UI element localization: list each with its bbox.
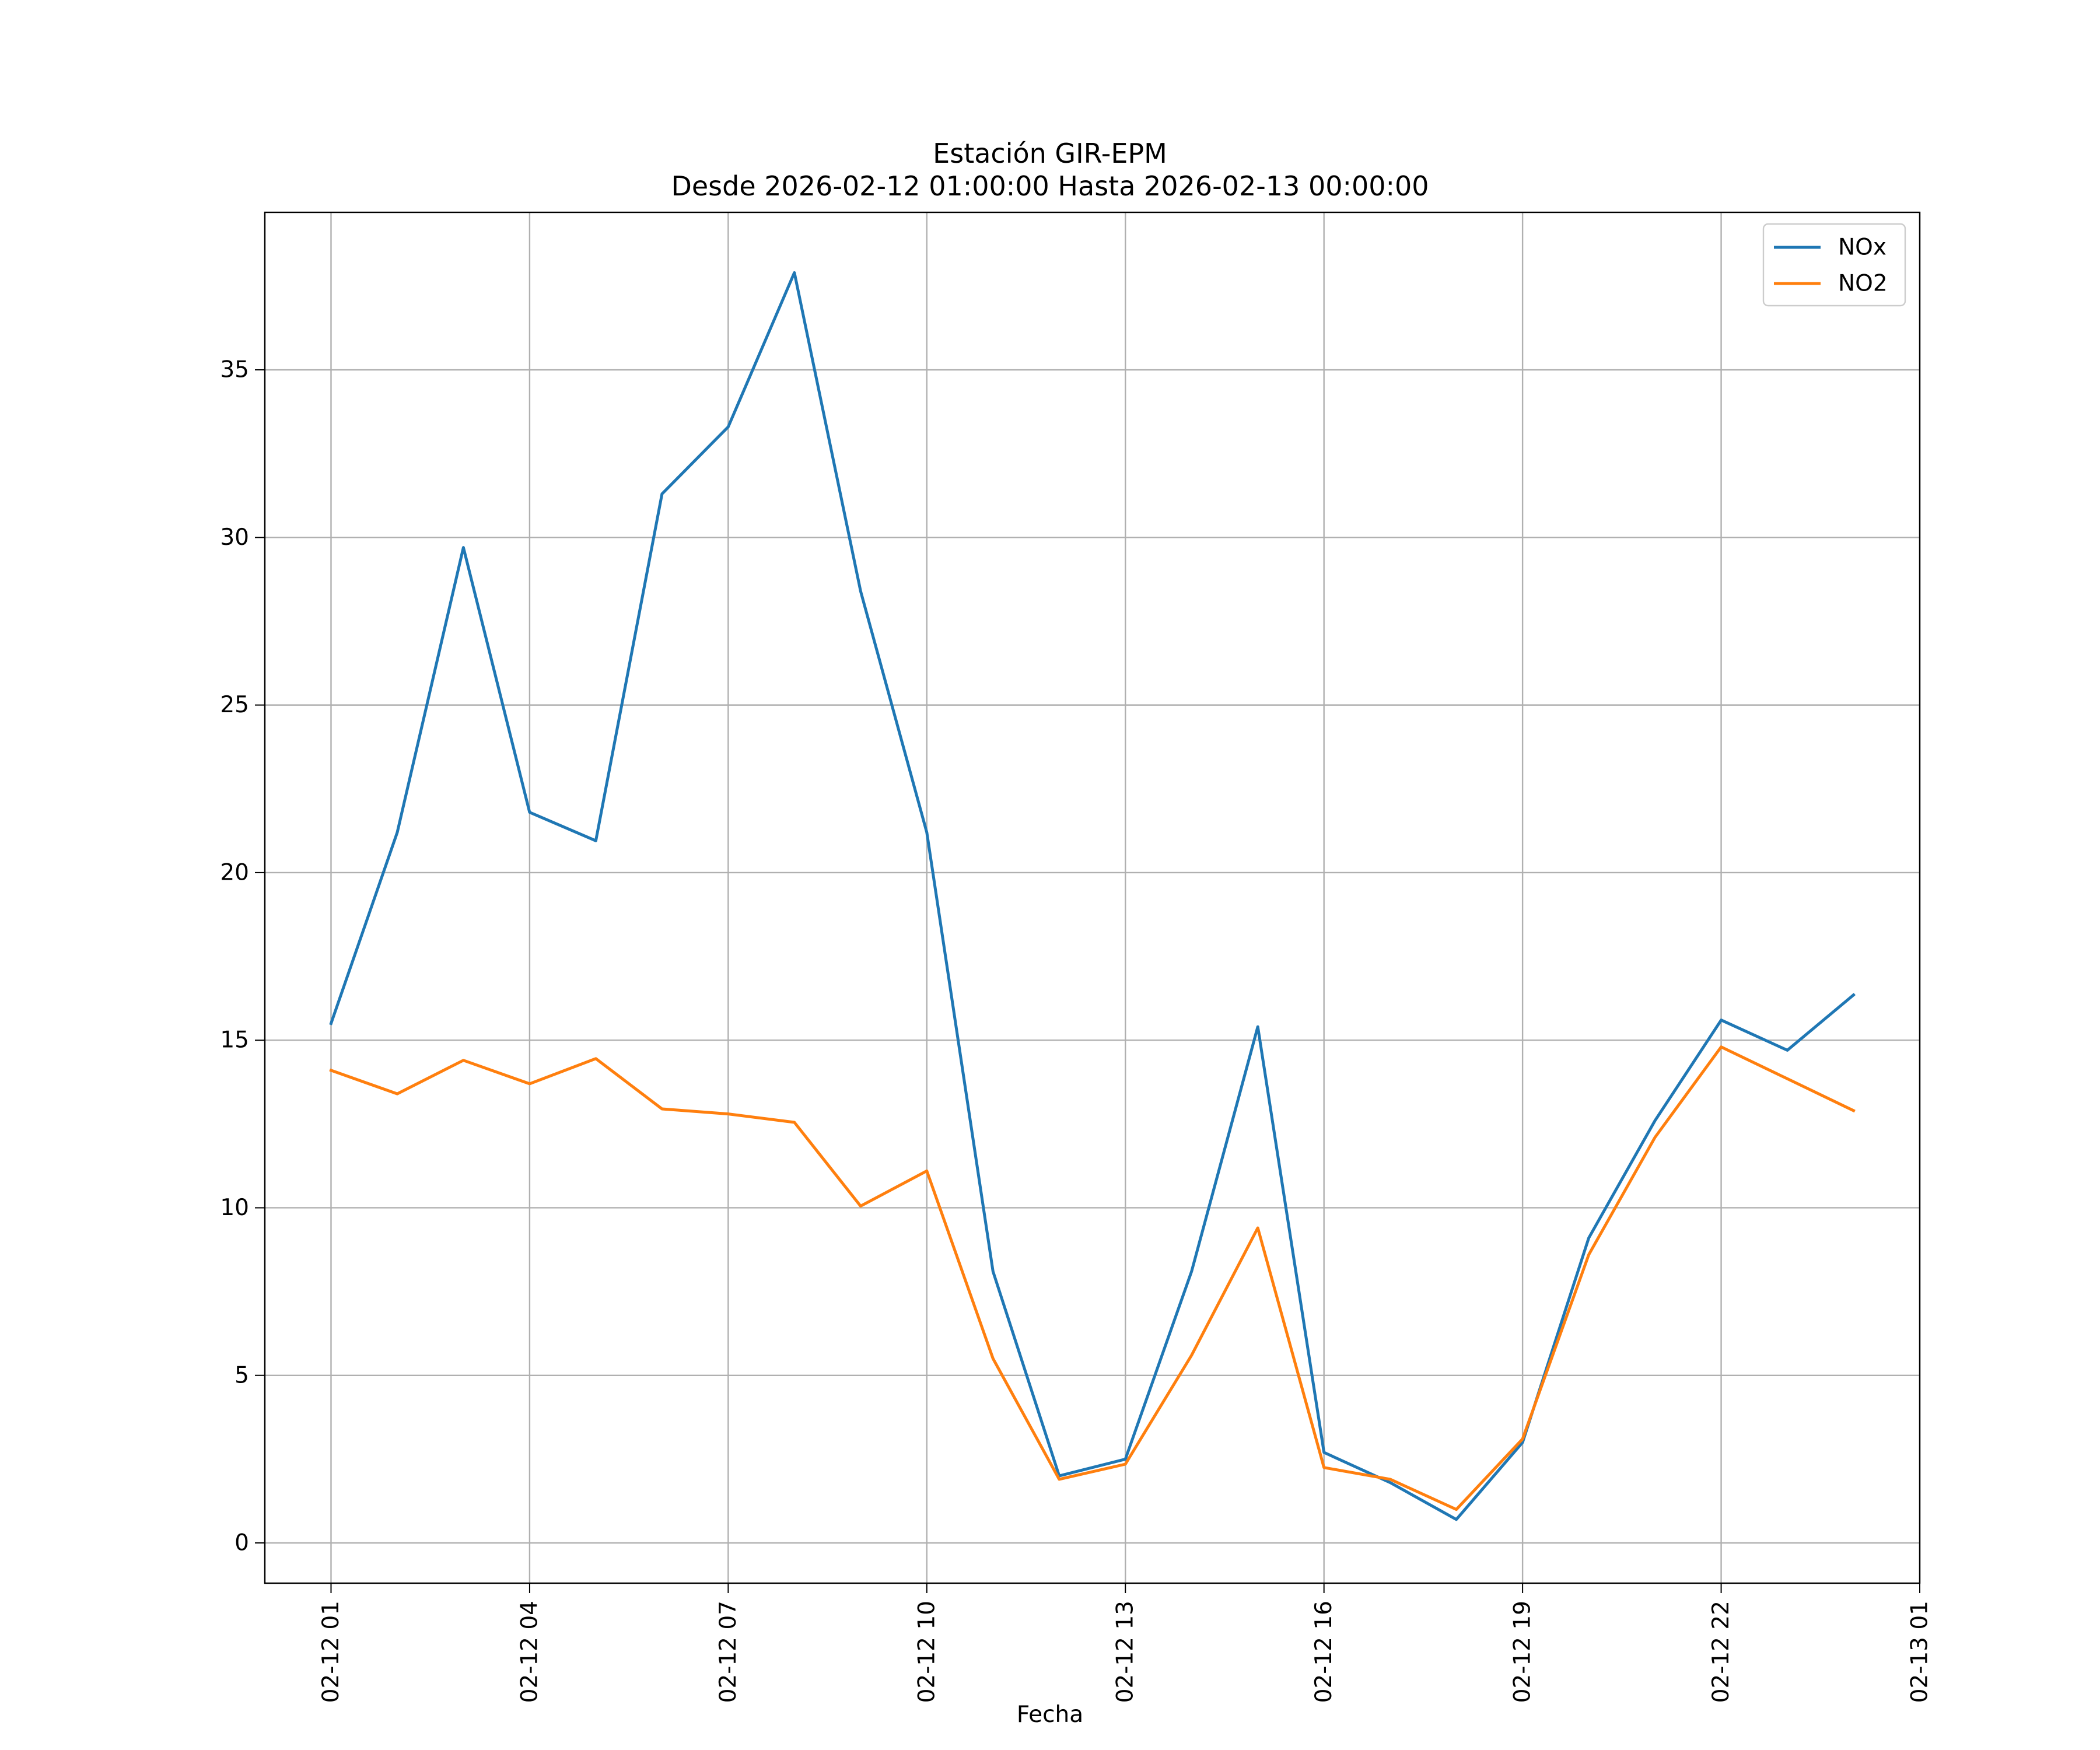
- legend: NOx NO2: [1762, 223, 1906, 307]
- y-tick-label: 30: [220, 524, 249, 551]
- legend-label-nox: NOx: [1838, 235, 1887, 261]
- series-line-no2: [329, 1045, 1856, 1511]
- x-tick-label: 02-12 07: [715, 1601, 741, 1703]
- legend-label-no2: NO2: [1838, 271, 1888, 297]
- x-tick-label: 02-12 16: [1311, 1601, 1337, 1703]
- x-tick-label: 02-13 01: [1907, 1601, 1933, 1703]
- x-tick-label: 02-12 04: [516, 1601, 542, 1703]
- y-tick-label: 10: [220, 1195, 249, 1221]
- x-tick-label: 02-12 01: [318, 1601, 344, 1703]
- x-tick-label: 02-12 13: [1112, 1601, 1139, 1703]
- plot-frame: [264, 211, 1921, 1584]
- y-tick-label: 35: [220, 357, 249, 383]
- x-tick-label: 02-12 22: [1708, 1601, 1734, 1703]
- chart-subtitle: Desde 2026-02-12 01:00:00 Hasta 2026-02-…: [671, 170, 1429, 202]
- x-axis-label: Fecha: [1016, 1702, 1084, 1728]
- grid-lines: [265, 212, 1921, 1583]
- y-tick-label: 0: [235, 1530, 249, 1556]
- x-tick-label: 02-12 10: [914, 1601, 940, 1703]
- series-line-nox: [329, 271, 1856, 1521]
- axes: 02-12 01 02-12 04 02-12 07 02-12 10 02-12 13…: [220, 211, 1933, 1703]
- y-tick-label: 20: [220, 859, 249, 886]
- y-tick-label: 25: [220, 692, 249, 718]
- series-lines: [329, 271, 1856, 1521]
- chart-title: Estación GIR-EPM: [933, 138, 1167, 169]
- legend-box: [1762, 223, 1906, 307]
- x-tick-label: 02-12 19: [1510, 1601, 1536, 1703]
- y-tick-label: 5: [235, 1362, 249, 1388]
- y-tick-label: 15: [220, 1027, 249, 1054]
